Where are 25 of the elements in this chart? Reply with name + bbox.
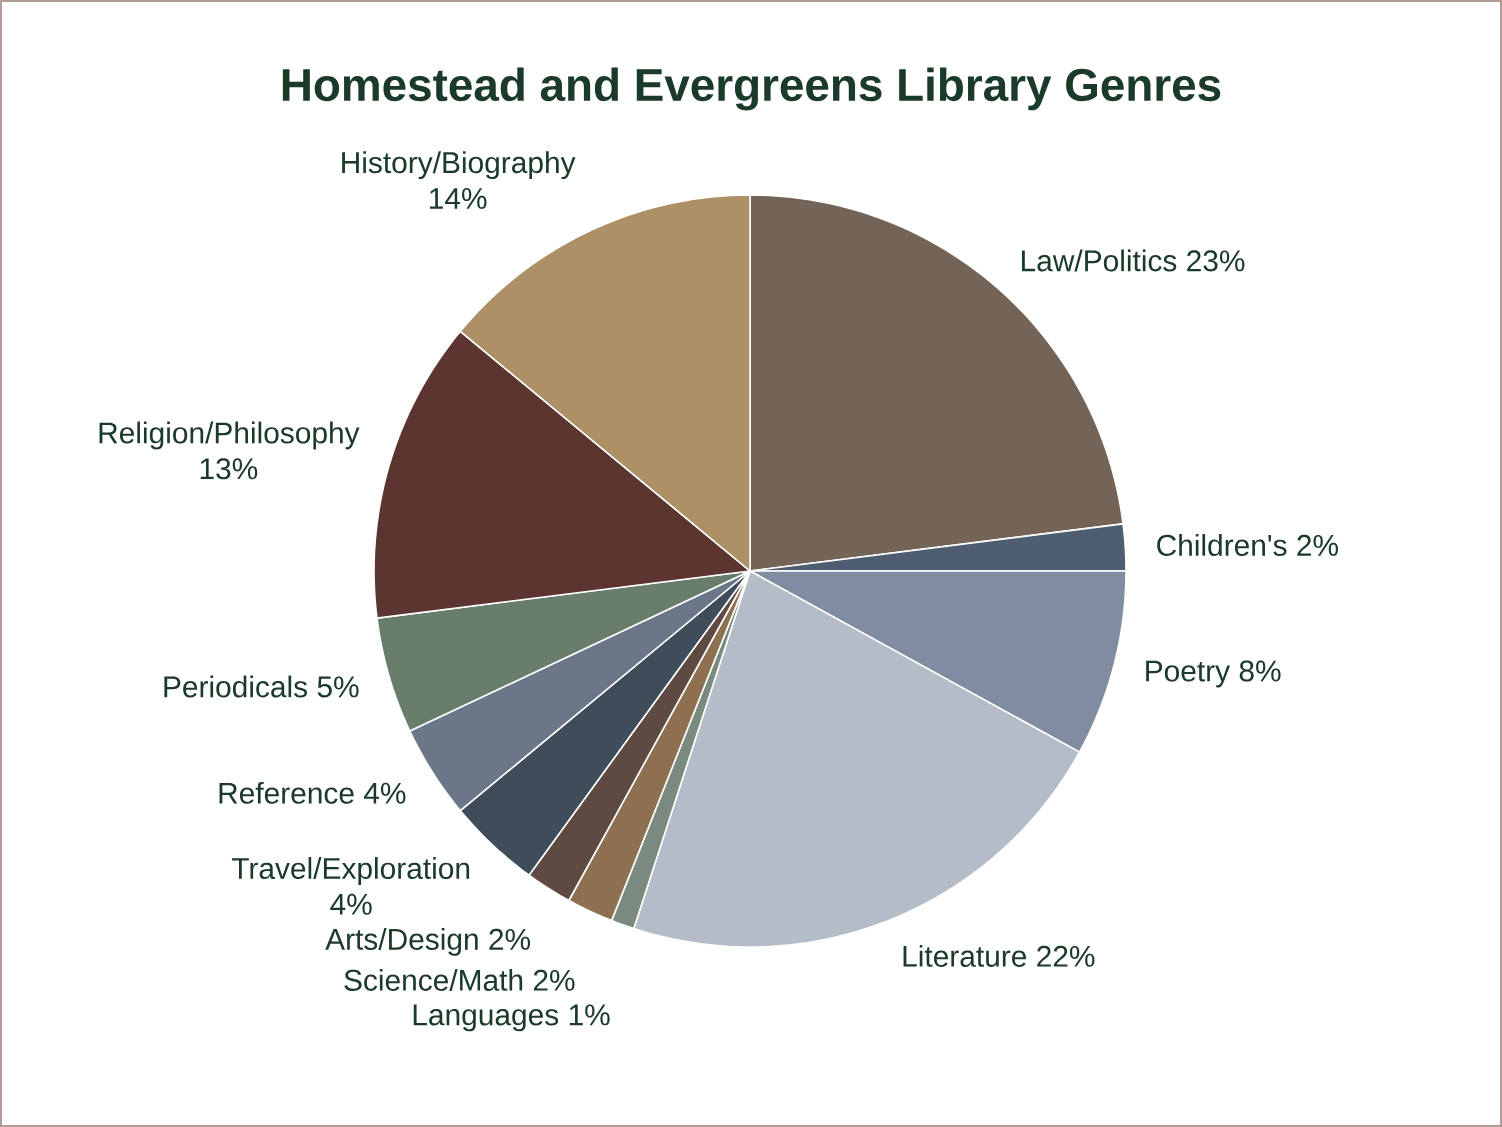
data-label: 22%	[1037, 945, 1095, 967]
data-label: 2%	[533, 969, 575, 991]
data-label: 23%	[1187, 250, 1245, 272]
data-label: 4%	[364, 782, 406, 804]
slice-label: Arts/Design	[325, 927, 478, 956]
data-label: 5%	[317, 676, 359, 698]
slice-label: Reference	[219, 781, 354, 804]
data-label: 8%	[1239, 660, 1281, 682]
slice-label: Children's	[1157, 534, 1287, 556]
slice-label: Religion/Philosophy	[99, 421, 360, 450]
data-label: 2%	[1297, 534, 1338, 556]
slice-label: Periodicals	[164, 675, 308, 698]
slice-label: Travel/Exploration	[231, 857, 470, 885]
slice-label: Law/Politics	[1022, 249, 1177, 272]
slice-label: Poetry	[1146, 660, 1231, 688]
data-label: 2%	[489, 928, 531, 950]
slice-label: Science/Math	[344, 968, 523, 991]
data-label: 1%	[569, 1004, 610, 1026]
chart-title: Homestead and Evergreens Library Genres	[282, 67, 1221, 111]
slice-label: Literature	[903, 944, 1027, 967]
data-label: 14%	[430, 188, 487, 209]
data-label: 4%	[330, 893, 372, 915]
data-label: 13%	[200, 458, 258, 480]
slice-label: Languages	[413, 1004, 559, 1032]
slice-label: History/Biography	[342, 151, 576, 180]
